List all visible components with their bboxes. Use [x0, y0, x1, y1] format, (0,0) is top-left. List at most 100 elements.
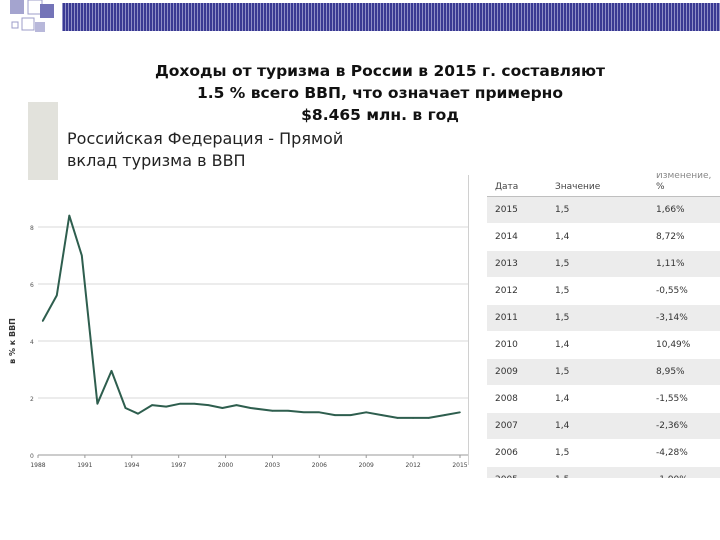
table-row: 2008 1,4 -1,55%: [487, 385, 720, 413]
cell-change: 1,11%: [648, 250, 720, 278]
data-point: [249, 407, 252, 409]
x-tick-label: 2009: [359, 462, 374, 469]
x-tick-label: 2012: [405, 462, 420, 469]
data-point: [365, 411, 368, 414]
cell-value: 1,5: [547, 466, 648, 478]
line-chart-svg: 0 2 4 6 8 1988 1991 1994 1997 2000 2003 2006 2009 20…: [8, 214, 468, 469]
chart-heading: Российская Федерация - Прямой вклад тури…: [67, 128, 343, 172]
table-row: 20051,5-1,90%: [487, 466, 720, 478]
cell-date: 2008: [487, 385, 547, 413]
cell-value: 1,5: [547, 439, 648, 467]
data-point: [302, 411, 305, 414]
chart-table-separator: [468, 175, 469, 465]
data-point: [427, 417, 430, 419]
table-body: 2015 1,5 1,66% 2014 1,4 8,72% 2013 1,5 1,11% 2012…: [487, 196, 720, 478]
x-tick-labels: 1988 1991 1994 1997 2000 2003 2006 2009 2012 2015: [30, 455, 468, 469]
cell-value: 1,4: [547, 412, 648, 440]
data-point: [334, 414, 336, 416]
grey-accent-box: [28, 102, 58, 180]
cell-date: 2015: [487, 196, 547, 224]
header-band-graphic: [0, 0, 720, 40]
cell-date: 2006: [487, 439, 547, 467]
header-change: Изменение, %: [648, 162, 720, 197]
title-line-1: Доходы от туризма в России в 2015 г. сос…: [154, 62, 606, 80]
cell-date: 2014: [487, 223, 547, 251]
x-tick-label: 2003: [265, 462, 280, 469]
cell-date: 2012: [487, 277, 547, 305]
y-tick-labels: 0 2 4 6 8: [30, 225, 34, 460]
table-row: 2007 1,4 -2,36%: [487, 412, 720, 440]
y-tick-label: 8: [30, 225, 34, 232]
cell-date: 2013: [487, 250, 547, 278]
decorative-header-band: [0, 0, 720, 40]
cell-change: -4,28%: [648, 439, 720, 467]
cell-date: 2009: [487, 358, 547, 386]
data-point: [271, 410, 274, 412]
y-tick-label: 4: [30, 339, 34, 346]
cell-value: 1,5: [547, 277, 648, 305]
y-axis-label: в % к ВВП: [8, 318, 17, 364]
header-date: Дата: [487, 162, 547, 197]
line-chart: 0 2 4 6 8 1988 1991 1994 1997 2000 2003 2006 2009 20…: [0, 170, 470, 484]
cell-change: -1,55%: [648, 385, 720, 413]
cell-change: -0,55%: [648, 277, 720, 305]
table-row: 2006 1,5 -4,28%: [487, 439, 720, 467]
data-point: [68, 214, 71, 217]
cell-change: 8,72%: [648, 223, 720, 251]
data-point: [207, 404, 210, 406]
table-header-row: Дата Значение Изменение, %: [487, 162, 720, 197]
header-change-percent: %: [656, 182, 665, 192]
cell-value: 1,5: [547, 304, 648, 332]
cell-value: 1,4: [547, 223, 648, 251]
data-point: [179, 402, 182, 405]
data-table-container: Дата Значение Изменение, % 2015 1,5 1,66% 2…: [487, 162, 720, 478]
y-tick-label: 6: [30, 282, 34, 289]
cell-value: 1,5: [547, 250, 648, 278]
x-tick-label: 2006: [312, 462, 327, 469]
chart-heading-line-2: вклад туризма в ВВП: [67, 151, 246, 170]
data-point: [221, 407, 224, 409]
data-table: Дата Значение Изменение, % 2015 1,5 1,66% 2…: [487, 162, 720, 478]
table-row: 2011 1,5 -3,14%: [487, 304, 720, 332]
cell-date: 2007: [487, 412, 547, 440]
x-tick-label: 2015: [452, 462, 467, 469]
cell-change: 8,95%: [648, 358, 720, 386]
table-row: 2014 1,4 8,72%: [487, 223, 720, 251]
cell-change: 1,66%: [648, 196, 720, 224]
data-point: [193, 402, 196, 405]
data-point: [124, 407, 127, 409]
header-value: Значение: [547, 162, 648, 197]
cell-date: 2011: [487, 304, 547, 332]
series-line: [41, 214, 461, 419]
data-point: [412, 417, 414, 419]
data-point: [110, 370, 113, 372]
data-point: [41, 320, 44, 322]
cell-date: 2005: [487, 466, 547, 478]
x-tick-label: 1997: [171, 462, 186, 469]
data-point: [381, 414, 383, 416]
data-point: [396, 417, 399, 419]
data-point: [459, 411, 461, 414]
data-point: [96, 402, 99, 405]
y-tick-label: 0: [30, 453, 34, 460]
data-point: [55, 294, 58, 297]
header-change-partial: Изменение,: [656, 173, 712, 181]
data-point: [349, 414, 352, 416]
y-tick-label: 2: [30, 396, 34, 403]
series-points: [41, 214, 461, 419]
data-point: [318, 411, 321, 414]
cell-change: 10,49%: [648, 331, 720, 359]
x-tick-label: 1988: [30, 462, 45, 469]
cell-change: -1,90%: [648, 466, 720, 478]
title-line-2: 1.5 % всего ВВП, что означает примерно: [196, 84, 564, 102]
data-point: [235, 404, 238, 406]
x-tick-label: 1994: [124, 462, 139, 469]
x-tick-label: 1991: [77, 462, 92, 469]
slide-title: Доходы от туризма в России в 2015 г. сос…: [90, 60, 670, 126]
cell-value: 1,5: [547, 358, 648, 386]
data-point: [80, 254, 83, 257]
table-row: 2013 1,5 1,11%: [487, 250, 720, 278]
table-row: 2012 1,5 -0,55%: [487, 277, 720, 305]
data-point: [137, 412, 139, 415]
grid-layer: [38, 226, 468, 456]
